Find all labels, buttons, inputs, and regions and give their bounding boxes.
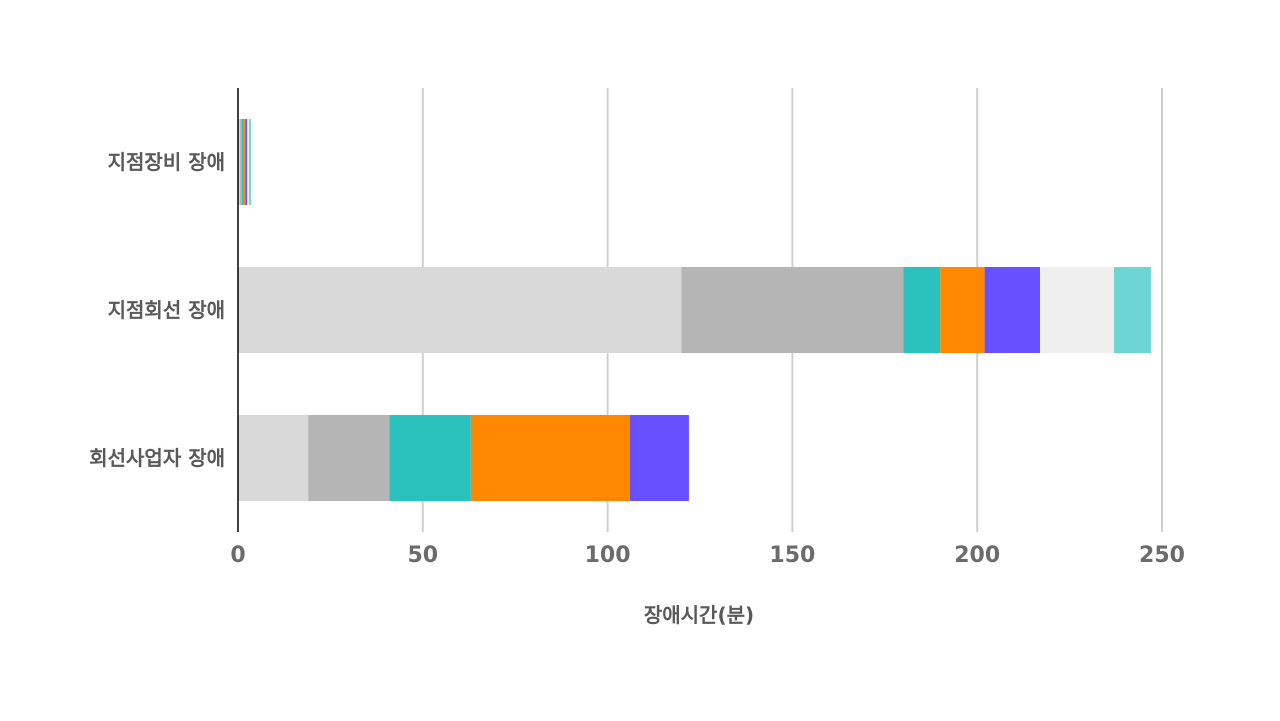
bar-segment (389, 415, 471, 501)
y-category-label: 지점장비 장애 (108, 150, 225, 174)
y-category-label: 회선사업자 장애 (89, 446, 225, 470)
x-tick-label: 250 (1139, 543, 1185, 568)
bar-segment (238, 415, 309, 501)
x-tick-label: 200 (954, 543, 1000, 568)
bars (238, 119, 1151, 501)
bar-segment (243, 119, 246, 205)
bar-segment (241, 119, 244, 205)
x-axis-title: 장애시간(분) (644, 603, 754, 627)
bar-segment (245, 119, 248, 205)
x-tick-label: 100 (585, 543, 631, 568)
bar-segment (629, 415, 689, 501)
bar-segment (238, 267, 682, 353)
x-tick-label: 150 (769, 543, 815, 568)
bar-segment (903, 267, 941, 353)
y-category-label: 지점회선 장애 (108, 298, 225, 322)
bar-segment (1113, 267, 1151, 353)
bar-segment (308, 415, 390, 501)
bar-segment (247, 119, 250, 205)
x-tick-label: 0 (230, 543, 245, 568)
bar-segment (681, 267, 904, 353)
bar-segment (1040, 267, 1114, 353)
bar-segment (239, 119, 242, 205)
bar-segment (470, 415, 630, 501)
x-tick-label: 50 (407, 543, 438, 568)
bar-segment (238, 119, 240, 205)
bar-segment (249, 119, 251, 205)
bar-segment (984, 267, 1041, 353)
bar-segment (940, 267, 985, 353)
